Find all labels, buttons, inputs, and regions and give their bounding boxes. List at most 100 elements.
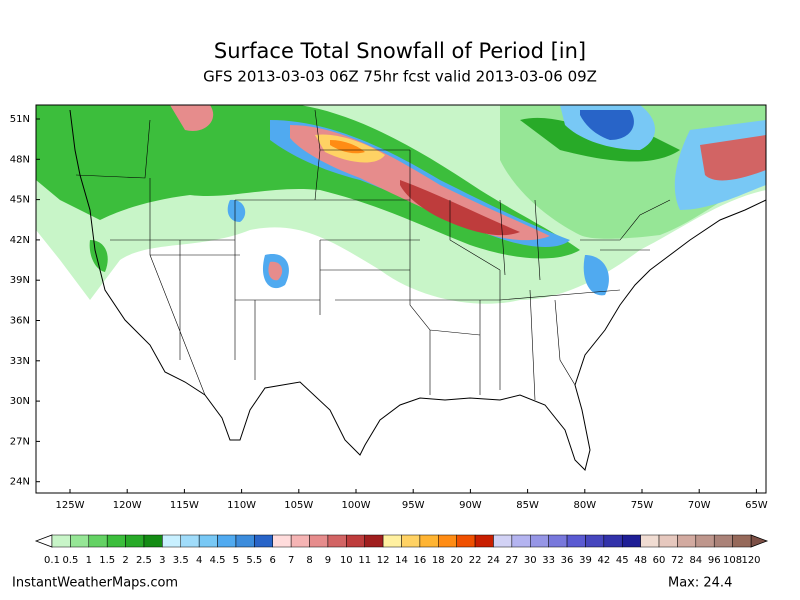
colorbar-label: 2.5 [136, 555, 152, 566]
colorbar-box [658, 534, 678, 548]
colorbar-label: 10 [340, 555, 353, 566]
colorbar-box [217, 534, 237, 548]
colorbar-box [88, 534, 108, 548]
colorbar-label: 33 [542, 555, 555, 566]
lon-label: 90W [459, 500, 482, 511]
colorbar-box [272, 534, 292, 548]
lon-label: 95W [402, 500, 425, 511]
colorbar-box [198, 534, 218, 548]
colorbar-label: 3 [159, 555, 165, 566]
colorbar-box [401, 534, 421, 548]
colorbar-label: 42 [597, 555, 610, 566]
lat-label: 42N [10, 235, 30, 246]
source: InstantWeatherMaps.com [12, 576, 178, 591]
colorbar-box [70, 534, 90, 548]
colorbar-label: 24 [487, 555, 500, 566]
colorbar-label: 18 [432, 555, 445, 566]
lon-label: 65W [745, 500, 768, 511]
colorbar-label: 48 [634, 555, 647, 566]
colorbar-box [677, 534, 697, 548]
lat-label: 45N [10, 195, 30, 206]
colorbar-label: 22 [469, 555, 482, 566]
colorbar-label: 5.5 [246, 555, 262, 566]
lat-label: 33N [10, 356, 30, 367]
colorbar-box [180, 534, 200, 548]
colorbar-label: 6 [270, 555, 276, 566]
colorbar-box [585, 534, 605, 548]
colorbar-box [327, 534, 347, 548]
colorbar-label: 16 [414, 555, 427, 566]
colorbar-box [235, 534, 255, 548]
colorbar-box [713, 534, 733, 548]
colorbar-box [474, 534, 494, 548]
colorbar-box [125, 534, 145, 548]
colorbar-box [364, 534, 384, 548]
lat-label: 24N [10, 477, 30, 488]
colorbar-box [511, 534, 531, 548]
colorbar-label: 11 [358, 555, 371, 566]
colorbar-label: 1 [86, 555, 92, 566]
colorbar-label: 9 [325, 555, 331, 566]
colorbar-label: 30 [524, 555, 537, 566]
colorbar-label: 72 [671, 555, 684, 566]
colorbar-box [382, 534, 402, 548]
lon-label: 100W [342, 500, 371, 511]
lat-label: 51N [10, 114, 30, 125]
colorbar-box [346, 534, 365, 548]
lon-label: 125W [56, 500, 85, 511]
colorbar-label: 27 [506, 555, 519, 566]
lon-label: 110W [227, 500, 256, 511]
colorbar-box [254, 534, 273, 548]
colorbar-box [732, 534, 752, 548]
colorbar-label: 0.1 [44, 555, 60, 566]
colorbar-label: 36 [561, 555, 574, 566]
colorbar-label: 1.5 [99, 555, 115, 566]
colorbar-box [438, 534, 457, 548]
lat-label: 39N [10, 275, 30, 286]
colorbar-box [456, 534, 476, 548]
snowfall [36, 105, 766, 304]
colorbar-box [162, 534, 182, 548]
lat-label: 48N [10, 154, 30, 165]
lon-label: 80W [573, 500, 596, 511]
colorbar-box [51, 534, 71, 548]
colorbar-box [493, 534, 513, 548]
lat-label: 36N [10, 316, 30, 327]
max-value: Max: 24.4 [668, 576, 732, 591]
colorbar-box [143, 534, 163, 548]
colorbar-label: 7 [288, 555, 294, 566]
colorbar-label: 4 [196, 555, 202, 566]
colorbar-box [419, 534, 439, 548]
colorbar-label: 5 [233, 555, 239, 566]
lon-label: 70W [688, 500, 711, 511]
map-outline [69, 109, 767, 471]
colorbar-label: 84 [689, 555, 702, 566]
lon-label: 105W [284, 500, 313, 511]
colorbar-label: 39 [579, 555, 592, 566]
title: Surface Total Snowfall of Period [in] [214, 39, 586, 63]
colorbar-label: 120 [741, 555, 760, 566]
colorbar-label: 20 [450, 555, 463, 566]
colorbar-label: 60 [653, 555, 666, 566]
subtitle: GFS 2013-03-03 06Z 75hr fcst valid 2013-… [203, 68, 597, 86]
lat-label: 30N [10, 396, 30, 407]
colorbar-box [290, 534, 310, 548]
colorbar-box [566, 534, 586, 548]
lon-label: 115W [170, 500, 199, 511]
colorbar-box [106, 534, 126, 548]
colorbar-box [309, 534, 329, 548]
colorbar-label: 0.5 [62, 555, 78, 566]
colorbar-label: 14 [395, 555, 408, 566]
colorbar-box [530, 534, 549, 548]
colorbar-box [621, 534, 641, 548]
lon-label: 120W [113, 500, 142, 511]
map-frame [35, 104, 767, 494]
lon-label: 75W [631, 500, 654, 511]
colorbar-label: 8 [306, 555, 312, 566]
colorbar-label: 45 [616, 555, 629, 566]
colorbar-label: 2 [122, 555, 128, 566]
colorbar-label: 96 [708, 555, 721, 566]
colorbar-label: 3.5 [173, 555, 189, 566]
colorbar-label: 12 [377, 555, 390, 566]
